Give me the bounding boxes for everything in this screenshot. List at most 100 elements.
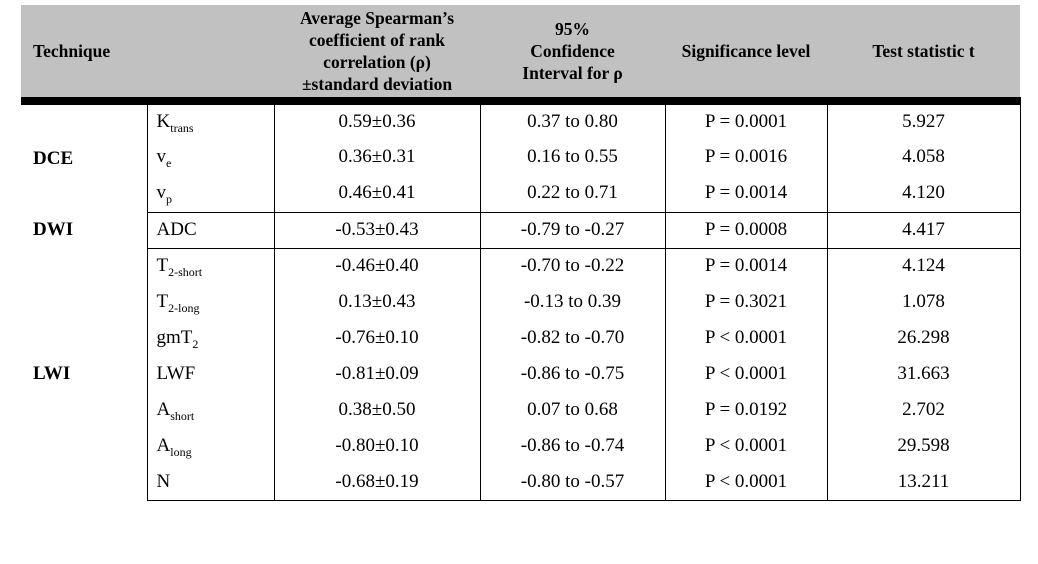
- t-statistic-cell: 4.417: [827, 211, 1021, 249]
- t-statistic-cell: 4.124: [827, 247, 1021, 284]
- parameter-cell: T2-short: [146, 247, 275, 284]
- parameter-base: gmT: [156, 327, 193, 348]
- parameter-base: ADC: [156, 219, 197, 240]
- parameter-cell: gmT2: [146, 320, 275, 356]
- parameter-base: N: [156, 470, 171, 492]
- coefficient-cell: 0.59±0.36: [274, 101, 481, 138]
- coefficient-cell: -0.53±0.43: [274, 211, 481, 249]
- technique-cell: LWI: [21, 248, 147, 500]
- t-statistic-cell: 26.298: [827, 320, 1021, 356]
- ci-cell: 0.16 to 0.55: [480, 138, 666, 175]
- coefficient-cell: -0.46±0.40: [274, 247, 481, 284]
- technique-cell: DWI: [21, 212, 147, 248]
- table-header: Technique Average Spearman’s coefficient…: [21, 5, 1021, 105]
- header-test-statistic: Test statistic t: [827, 5, 1021, 105]
- ci-cell: 0.37 to 0.80: [480, 101, 666, 138]
- parameter-base: T: [156, 291, 169, 312]
- parameter-cell: Ktrans: [146, 101, 275, 138]
- table-row: gmT2 -0.76±0.10 -0.82 to -0.70 P < 0.000…: [21, 320, 1021, 356]
- coefficient-cell: 0.36±0.31: [274, 138, 481, 175]
- coefficient-cell: -0.81±0.09: [274, 356, 481, 392]
- ci-cell: -0.79 to -0.27: [480, 211, 666, 249]
- header-significance: Significance level: [665, 5, 828, 105]
- coefficient-cell: 0.46±0.41: [274, 175, 481, 212]
- ci-cell: -0.13 to 0.39: [480, 284, 666, 320]
- table-row: T2-long 0.13±0.43 -0.13 to 0.39 P = 0.30…: [21, 284, 1021, 320]
- parameter-base: v: [156, 182, 167, 204]
- parameter-subscript: p: [166, 192, 172, 207]
- significance-cell: P = 0.0016: [665, 138, 828, 175]
- significance-cell: P = 0.0192: [665, 392, 828, 428]
- significance-cell: P = 0.3021: [665, 284, 828, 320]
- parameter-subscript: e: [166, 155, 172, 170]
- parameter-base: A: [156, 399, 171, 420]
- significance-cell: P = 0.0001: [665, 101, 828, 138]
- technique-cell: DCE: [21, 101, 147, 212]
- header-coefficient: Average Spearman’s coefficient of rank c…: [274, 5, 481, 105]
- t-statistic-cell: 4.120: [827, 175, 1021, 212]
- t-statistic-cell: 31.663: [827, 356, 1021, 392]
- parameter-subscript: 2-short: [168, 265, 203, 280]
- header-row: Technique Average Spearman’s coefficient…: [21, 5, 1021, 105]
- parameter-base: LWF: [156, 363, 196, 384]
- header-technique: Technique: [21, 5, 275, 105]
- parameter-cell: vp: [146, 175, 275, 212]
- coefficient-cell: -0.68±0.19: [274, 464, 481, 501]
- parameter-subscript: short: [170, 408, 195, 423]
- coefficient-cell: -0.80±0.10: [274, 428, 481, 464]
- coefficient-cell: -0.76±0.10: [274, 320, 481, 356]
- page: Technique Average Spearman’s coefficient…: [0, 5, 1038, 564]
- parameter-cell: Ashort: [146, 392, 275, 428]
- ci-cell: -0.86 to -0.75: [480, 356, 666, 392]
- parameter-cell: Along: [146, 428, 275, 464]
- table-row: ve 0.36±0.31 0.16 to 0.55 P = 0.0016 4.0…: [21, 138, 1021, 175]
- parameter-base: v: [156, 145, 167, 167]
- table-row: LWI T2-short -0.46±0.40 -0.70 to -0.22 P…: [21, 247, 1021, 500]
- table-row: vp 0.46±0.41 0.22 to 0.71 P = 0.0014 4.1…: [21, 175, 1021, 212]
- t-statistic-cell: 13.211: [827, 464, 1021, 501]
- header-confidence-interval: 95% Confidence Interval for ρ: [480, 5, 666, 105]
- parameter-subscript: 2-long: [168, 300, 200, 315]
- parameter-base: K: [156, 110, 171, 132]
- coefficient-cell: 0.38±0.50: [274, 392, 481, 428]
- table-row: DCE Ktrans 0.59±0.36 0.37 to 0.80 P = 0.…: [21, 101, 1021, 212]
- significance-cell: P = 0.0008: [665, 211, 828, 249]
- parameter-cell: ve: [146, 138, 275, 175]
- parameter-subscript: long: [170, 444, 192, 459]
- group-lwi: LWI T2-short -0.46±0.40 -0.70 to -0.22 P…: [21, 247, 1021, 501]
- t-statistic-cell: 5.927: [827, 101, 1021, 138]
- t-statistic-cell: 1.078: [827, 284, 1021, 320]
- ci-cell: -0.80 to -0.57: [480, 464, 666, 501]
- table-row: Ashort 0.38±0.50 0.07 to 0.68 P = 0.0192…: [21, 392, 1021, 428]
- ci-cell: -0.70 to -0.22: [480, 247, 666, 284]
- ci-cell: 0.22 to 0.71: [480, 175, 666, 212]
- results-table: Technique Average Spearman’s coefficient…: [21, 5, 1021, 501]
- table-row: LWF -0.81±0.09 -0.86 to -0.75 P < 0.0001…: [21, 356, 1021, 392]
- significance-cell: P = 0.0014: [665, 175, 828, 212]
- parameter-cell: T2-long: [146, 284, 275, 320]
- significance-cell: P < 0.0001: [665, 428, 828, 464]
- table-row: Along -0.80±0.10 -0.86 to -0.74 P < 0.00…: [21, 428, 1021, 464]
- parameter-cell: LWF: [146, 356, 275, 392]
- ci-cell: 0.07 to 0.68: [480, 392, 666, 428]
- coefficient-cell: 0.13±0.43: [274, 284, 481, 320]
- parameter-subscript: 2: [192, 336, 199, 351]
- significance-cell: P < 0.0001: [665, 320, 828, 356]
- parameter-base: A: [156, 435, 171, 456]
- ci-cell: -0.86 to -0.74: [480, 428, 666, 464]
- significance-cell: P = 0.0014: [665, 247, 828, 284]
- significance-cell: P < 0.0001: [665, 464, 828, 501]
- parameter-subscript: trans: [170, 120, 194, 135]
- group-dwi: DWI ADC -0.53±0.43 -0.79 to -0.27 P = 0.…: [21, 211, 1021, 249]
- t-statistic-cell: 2.702: [827, 392, 1021, 428]
- t-statistic-cell: 29.598: [827, 428, 1021, 464]
- group-dce: DCE Ktrans 0.59±0.36 0.37 to 0.80 P = 0.…: [21, 101, 1021, 212]
- table-row: DWI ADC -0.53±0.43 -0.79 to -0.27 P = 0.…: [21, 211, 1021, 249]
- ci-cell: -0.82 to -0.70: [480, 320, 666, 356]
- parameter-cell: ADC: [146, 211, 275, 249]
- significance-cell: P < 0.0001: [665, 356, 828, 392]
- parameter-base: T: [156, 255, 169, 277]
- parameter-cell: N: [146, 464, 275, 501]
- table-row: N -0.68±0.19 -0.80 to -0.57 P < 0.0001 1…: [21, 464, 1021, 501]
- t-statistic-cell: 4.058: [827, 138, 1021, 175]
